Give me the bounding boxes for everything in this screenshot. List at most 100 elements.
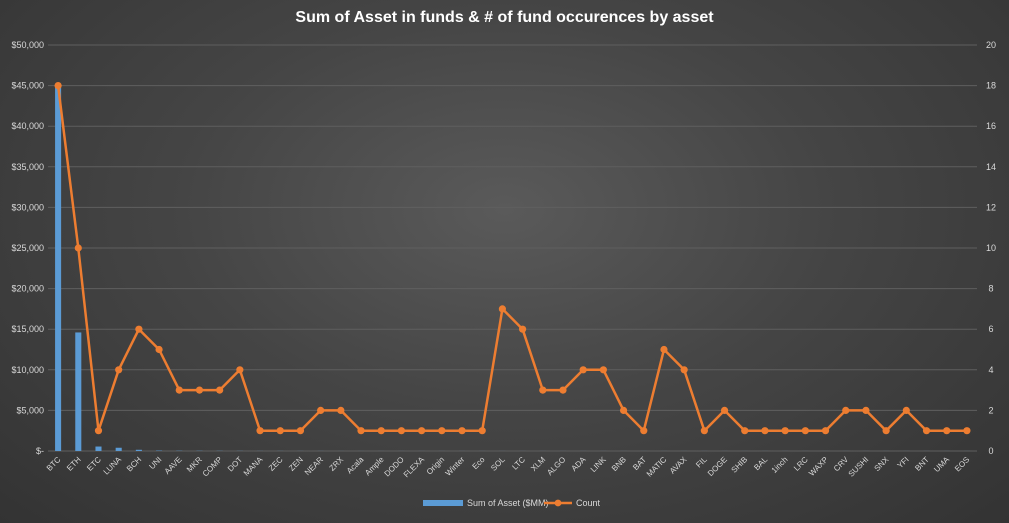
count-point — [216, 386, 224, 394]
x-tick-label: BCH — [125, 455, 143, 473]
x-tick-label: ZRX — [328, 455, 346, 473]
count-point — [74, 244, 82, 252]
y-right-tick-label: 20 — [986, 40, 996, 50]
count-point — [418, 427, 426, 435]
count-point — [337, 406, 345, 414]
x-tick-label: BAL — [752, 455, 769, 472]
count-point — [922, 427, 931, 435]
count-point — [478, 427, 486, 435]
x-tick-label: LUNA — [102, 455, 124, 477]
y-right-tick-label: 2 — [988, 405, 993, 415]
count-point — [781, 427, 789, 435]
y-left-tick-label: $10,000 — [11, 365, 44, 375]
count-point — [357, 427, 365, 435]
count-point — [700, 427, 708, 435]
count-point — [155, 345, 163, 354]
x-tick-label: SOL — [489, 455, 507, 473]
x-tick-label: BTC — [45, 455, 63, 473]
x-tick-label: UMA — [932, 455, 951, 474]
y-left-tick-label: $30,000 — [11, 202, 44, 212]
x-tick-label: FIL — [694, 455, 709, 470]
x-tick-label: Ample — [363, 455, 386, 478]
legend-bar-swatch — [423, 500, 463, 506]
x-tick-label: BNT — [913, 455, 931, 473]
x-tick-label: Acala — [345, 455, 366, 476]
x-tick-label: LTC — [510, 455, 527, 472]
legend-line-marker — [554, 499, 562, 507]
x-tick-label: ETH — [65, 455, 83, 473]
x-tick-label: SUSHI — [847, 455, 871, 479]
x-tick-label: AVAX — [668, 455, 689, 476]
count-point — [256, 427, 264, 435]
count-point — [963, 427, 971, 435]
bar — [135, 449, 142, 451]
x-tick-label: BAT — [631, 455, 648, 472]
count-point — [842, 406, 850, 414]
x-tick-label: ADA — [570, 455, 588, 473]
legend-label: Sum of Asset ($MM) — [467, 498, 549, 508]
count-point — [862, 406, 870, 414]
count-point — [821, 427, 830, 435]
y-left-tick-label: $25,000 — [11, 243, 44, 253]
x-tick-label: SHIB — [730, 455, 750, 475]
count-point — [539, 386, 547, 394]
x-tick-label: NEAR — [303, 455, 325, 477]
count-point — [741, 427, 749, 435]
count-point — [115, 366, 123, 374]
x-tick-label: MATIC — [645, 455, 669, 479]
x-tick-label: FLEXA — [402, 455, 427, 480]
y-left-tick-label: $15,000 — [11, 324, 44, 334]
bar — [115, 447, 122, 451]
y-left-tick-label: $20,000 — [11, 284, 44, 294]
count-point — [579, 366, 587, 374]
x-tick-label: 1inch — [770, 455, 790, 475]
count-point — [720, 406, 729, 414]
y-right-tick-label: 12 — [986, 202, 996, 212]
count-point — [296, 427, 305, 435]
count-series-line — [56, 85, 967, 432]
count-point — [458, 427, 466, 435]
x-tick-label: LINK — [589, 455, 608, 474]
x-tick-label: ALGO — [545, 455, 567, 477]
y-right-tick-label: 14 — [986, 162, 996, 172]
y-left-tick-label: $5,000 — [16, 405, 44, 415]
x-tick-label: ZEC — [267, 455, 285, 473]
bar — [55, 85, 62, 451]
count-point — [640, 427, 648, 435]
x-tick-label: WAXP — [807, 455, 830, 478]
y-right-tick-label: 4 — [988, 365, 993, 375]
count-point — [518, 325, 527, 333]
y-left-tick-label: $50,000 — [11, 40, 44, 50]
count-point — [498, 305, 507, 313]
x-tick-label: UNI — [147, 455, 163, 471]
y-right-tick-label: 16 — [986, 121, 996, 131]
y-right-tick-label: 18 — [986, 81, 996, 91]
count-point — [559, 386, 567, 394]
x-tick-label: Winter — [444, 455, 467, 478]
x-tick-label: SNX — [873, 455, 891, 473]
count-point — [599, 366, 607, 374]
y-right-tick-label: 8 — [988, 284, 993, 294]
count-point — [397, 427, 406, 435]
count-point — [438, 427, 446, 435]
y-right-tick-label: 0 — [988, 446, 993, 456]
count-point — [94, 427, 103, 435]
x-tick-label: Origin — [425, 455, 446, 476]
y-left-tick-label: $- — [36, 446, 44, 456]
count-point — [680, 366, 688, 374]
y-left-tick-label: $40,000 — [11, 121, 44, 131]
count-point — [175, 386, 183, 394]
count-point — [943, 427, 951, 435]
legend-label: Count — [576, 498, 601, 508]
count-point — [195, 386, 204, 394]
y-left-tick-label: $35,000 — [11, 162, 44, 172]
y-right-tick-label: 10 — [986, 243, 996, 253]
x-tick-label: DOGE — [706, 455, 729, 478]
chart-title: Sum of Asset in funds & # of fund occure… — [295, 9, 714, 26]
count-point — [801, 427, 809, 435]
count-point — [882, 427, 890, 435]
x-tick-label: EOS — [953, 455, 971, 473]
count-point — [660, 345, 668, 354]
